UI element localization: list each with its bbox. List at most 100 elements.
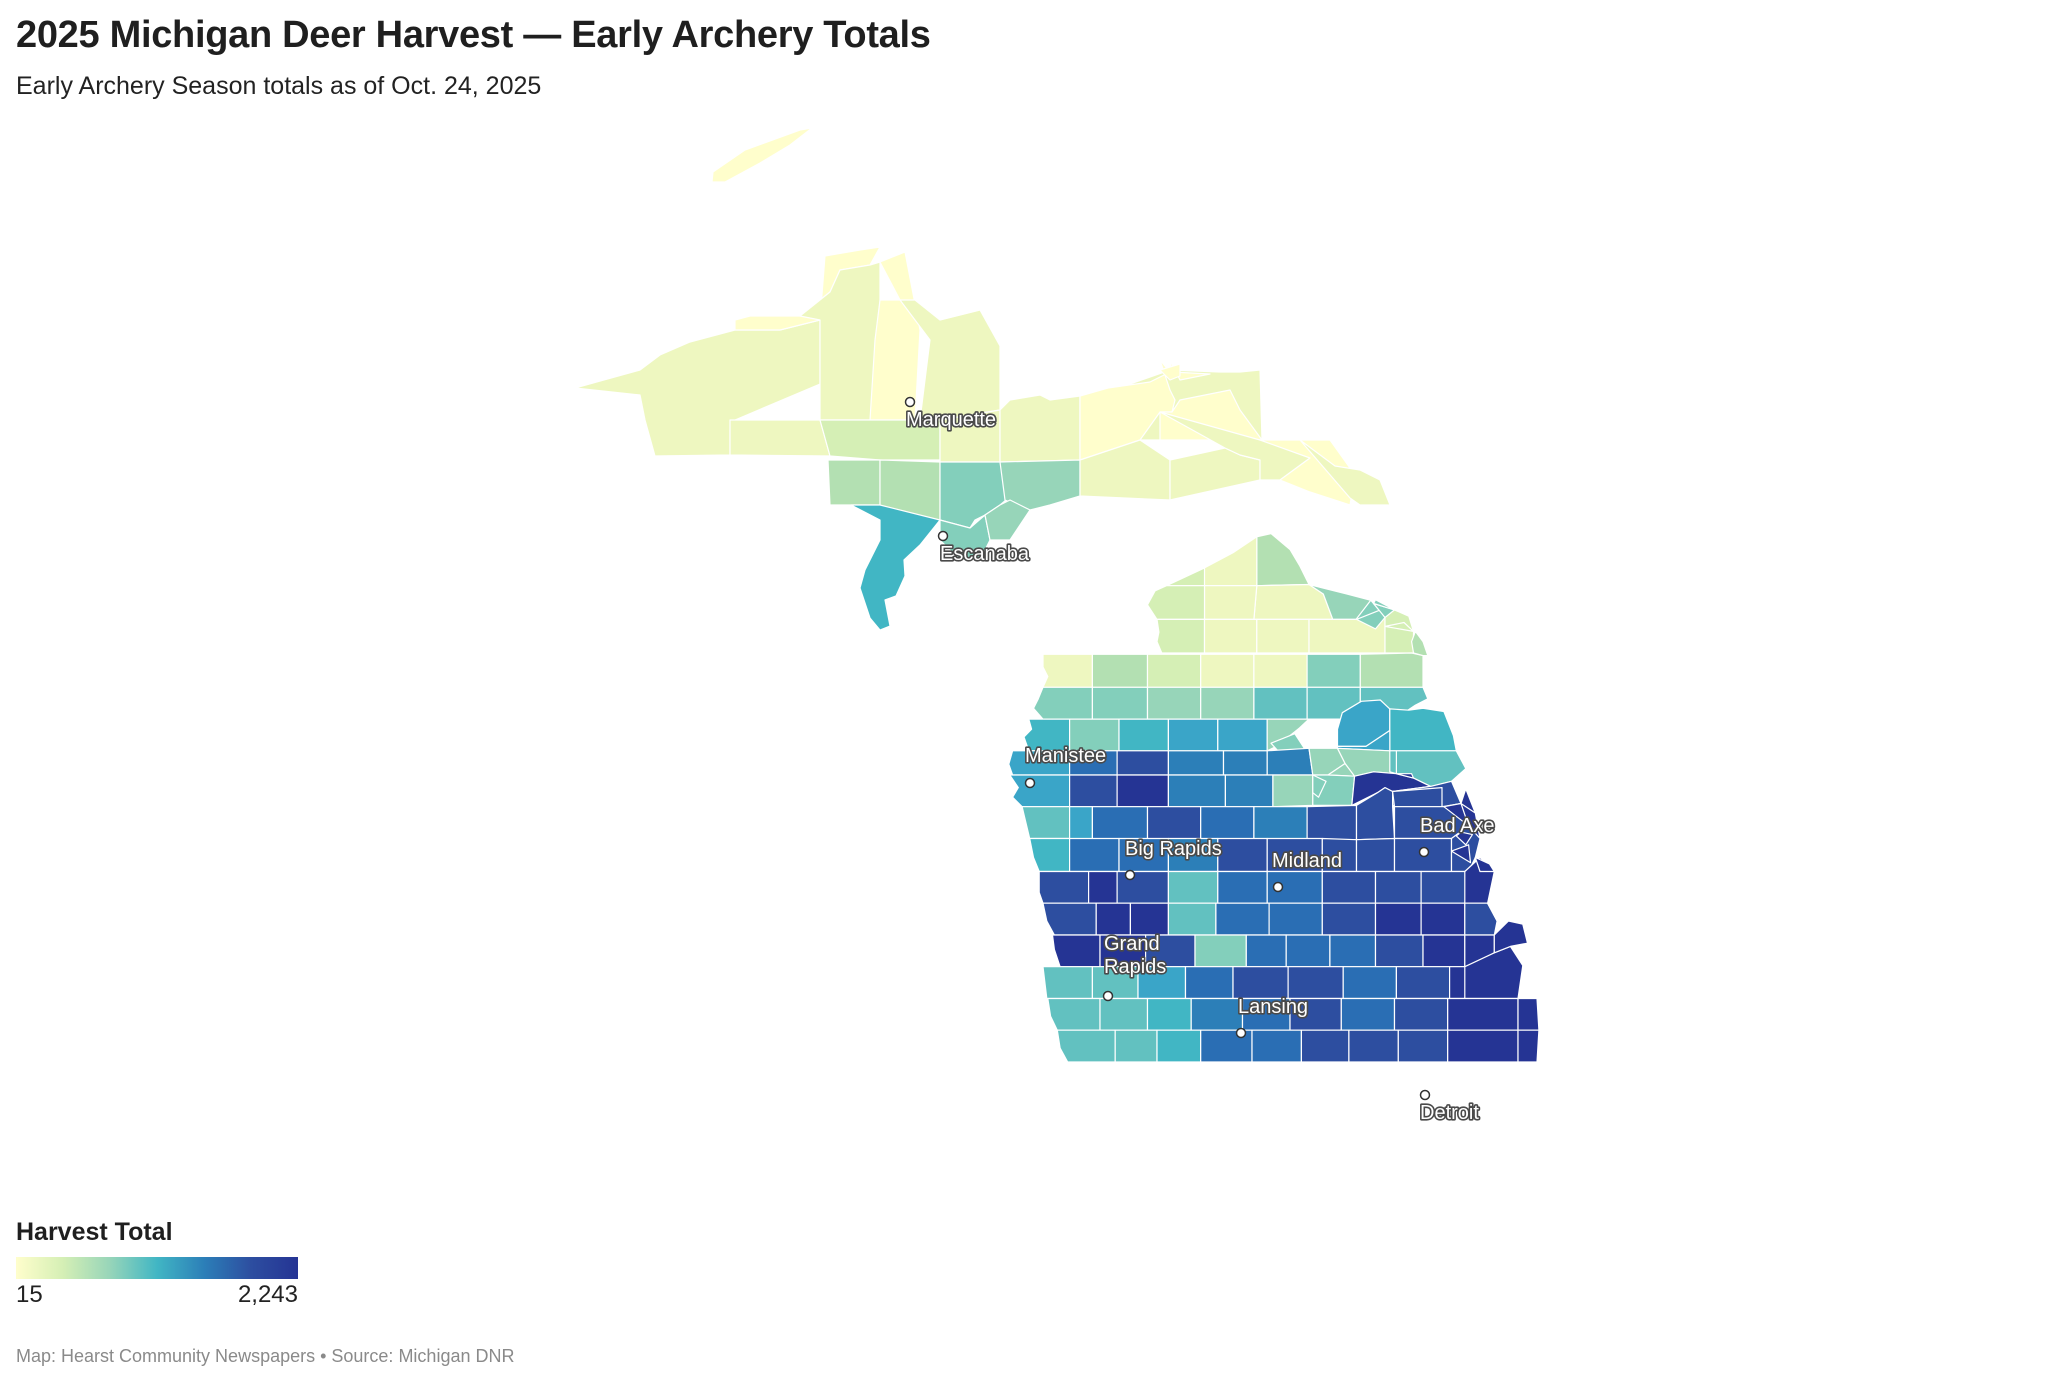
county-shape: [1200, 686, 1255, 720]
county-shape: [1447, 997, 1519, 1031]
city-marker-marquette: Marquette: [904, 396, 998, 433]
county-shape: [1146, 997, 1192, 1031]
county-shape: [1272, 774, 1314, 808]
county-shape: [1464, 902, 1498, 936]
county-shape: [1029, 837, 1071, 873]
county-shape: [1259, 439, 1356, 506]
county-shape: [1051, 934, 1101, 968]
county-shape: [999, 394, 1081, 463]
county-shape: [1389, 707, 1457, 752]
county-shape: [1517, 1029, 1540, 1063]
county-shape: [1087, 870, 1118, 904]
county-shape: [984, 499, 1031, 541]
county-shape: [1422, 934, 1466, 968]
county-shape: [1253, 686, 1308, 720]
county-shape: [1047, 997, 1101, 1031]
county-shape: [1486, 902, 1498, 922]
county-shape: [1266, 747, 1314, 776]
city-label: Escanaba: [940, 543, 1030, 565]
county-shape: [1068, 806, 1094, 841]
county-shape: [1306, 804, 1358, 841]
county-shape: [1194, 934, 1247, 968]
legend-title: Harvest Total: [16, 1218, 173, 1246]
county-shape: [939, 514, 991, 561]
county-shape: [1091, 653, 1149, 688]
county-shape: [1203, 585, 1258, 621]
city-layer: Marquette Escanaba Manistee Big Rapids Midla…: [904, 396, 1496, 1126]
city-label: Bad Axe: [1420, 815, 1495, 837]
county-shape: [1203, 618, 1258, 654]
county-shape: [1342, 966, 1398, 1000]
city-dot: [1024, 777, 1036, 789]
county-shape: [1395, 773, 1415, 779]
county-shape: [1393, 997, 1449, 1031]
legend-labels: 15 2,243: [16, 1281, 298, 1309]
county-shape: [1146, 653, 1202, 688]
county-shape: [1389, 750, 1398, 775]
county-shape: [1217, 718, 1268, 752]
county-shape: [1355, 837, 1396, 873]
city-dot: [1418, 846, 1430, 858]
city-dot: [904, 396, 916, 408]
legend: Harvest Total 15 2,243: [16, 1218, 298, 1309]
county-shape: [1009, 774, 1071, 808]
county-shape: [1321, 902, 1377, 936]
isle-royale: [711, 127, 813, 183]
city-marker-detroit: Detroit: [1418, 1089, 1481, 1126]
county-shape: [1129, 902, 1170, 936]
city-label: Big Rapids: [1125, 838, 1222, 860]
county-shape: [1116, 774, 1170, 808]
map-subtitle: Early Archery Season totals as of Oct. 2…: [16, 72, 542, 100]
city-dot: [1102, 990, 1114, 1002]
city-label: Manistee: [1025, 745, 1106, 767]
county-shape: [1068, 837, 1120, 873]
county-shape: [869, 251, 921, 421]
county-shape: [1256, 618, 1310, 654]
county-shape: [1032, 686, 1094, 720]
county-shape: [1184, 966, 1234, 1000]
county-shape: [1374, 934, 1424, 968]
city-label: Midland: [1272, 850, 1342, 872]
city-label: Detroit: [1420, 1102, 1479, 1124]
county-shape: [1251, 1029, 1303, 1063]
county-shape: [1021, 806, 1071, 840]
county-shape: [1420, 902, 1466, 936]
county-shape: [1146, 686, 1202, 720]
county-shape: [1285, 934, 1331, 968]
county-shape: [1167, 774, 1227, 808]
county-shape: [1114, 1029, 1158, 1063]
county-shape: [1268, 902, 1323, 936]
county-shape: [1329, 934, 1377, 968]
county-shape: [1042, 902, 1097, 936]
county-shape: [1384, 609, 1415, 654]
county-shape: [1215, 902, 1270, 936]
legend-max-label: 2,243: [237, 1281, 298, 1308]
city-dot: [1124, 869, 1136, 881]
county-shape: [1068, 774, 1118, 808]
county-shape: [1042, 966, 1094, 1000]
city-label: Lansing: [1238, 996, 1308, 1018]
city-label: Rapids: [1104, 956, 1166, 978]
city-dot: [1272, 881, 1284, 893]
county-shape: [1099, 997, 1149, 1031]
county-shape: [1253, 653, 1308, 688]
city-dot: [1419, 1089, 1431, 1101]
county-shape: [1391, 786, 1443, 808]
county-shape: [1348, 1029, 1399, 1063]
map-title: 2025 Michigan Deer Harvest — Early Arche…: [16, 14, 931, 56]
county-shape: [1224, 774, 1274, 808]
county-shape: [1312, 774, 1327, 798]
legend-color-ramp: [16, 1257, 298, 1279]
county-shape: [1159, 389, 1263, 441]
county-shape: [1374, 870, 1422, 904]
county-shape: [1116, 870, 1170, 904]
county-shape: [1256, 532, 1310, 587]
county-shape: [1253, 806, 1308, 841]
legend-min-label: 15: [16, 1281, 43, 1308]
county-shape: [1455, 831, 1474, 846]
city-marker-escanaba: Escanaba: [937, 530, 1031, 567]
county-shape: [1217, 870, 1268, 904]
county-shape: [1056, 1029, 1116, 1063]
county-shape: [1450, 844, 1472, 864]
